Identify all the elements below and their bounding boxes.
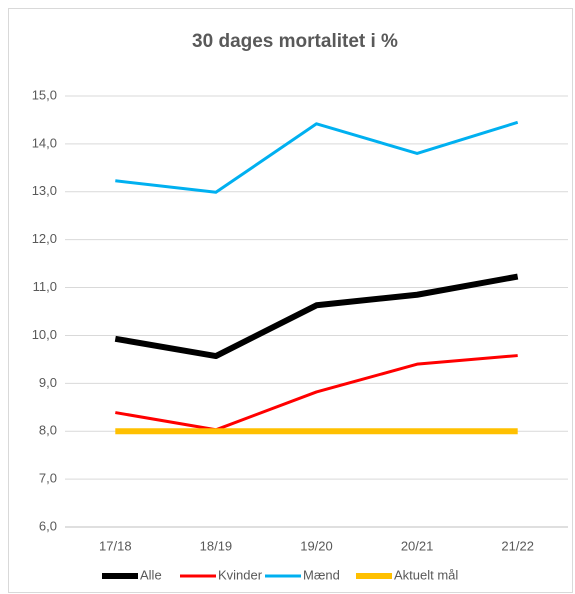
y-tick-label: 11,0 <box>33 279 57 294</box>
chart-frame <box>8 8 573 593</box>
series-line <box>115 120 519 194</box>
series-line <box>115 354 518 432</box>
x-tick-label: 21/22 <box>501 538 534 553</box>
legend-label: Aktuelt mål <box>394 567 458 582</box>
x-tick-label: 19/20 <box>300 538 333 553</box>
y-tick-label: 14,0 <box>32 135 57 150</box>
series-line <box>114 273 519 360</box>
legend-label: Kvinder <box>218 567 263 582</box>
legend-label: Mænd <box>303 567 340 582</box>
x-tick-label: 18/19 <box>200 538 233 553</box>
y-tick-label: 7,0 <box>39 471 57 486</box>
y-tick-label: 6,0 <box>39 518 57 533</box>
y-tick-label: 13,0 <box>32 183 57 198</box>
y-tick-label: 15,0 <box>32 87 57 102</box>
x-tick-label: 20/21 <box>401 538 434 553</box>
legend-label: Alle <box>140 567 162 582</box>
x-tick-label: 17/18 <box>99 538 132 553</box>
y-tick-label: 10,0 <box>32 327 57 342</box>
y-tick-label: 12,0 <box>32 231 57 246</box>
chart-title: 30 dages mortalitet i % <box>192 31 398 52</box>
y-tick-label: 8,0 <box>39 423 57 438</box>
y-tick-label: 9,0 <box>39 375 57 390</box>
